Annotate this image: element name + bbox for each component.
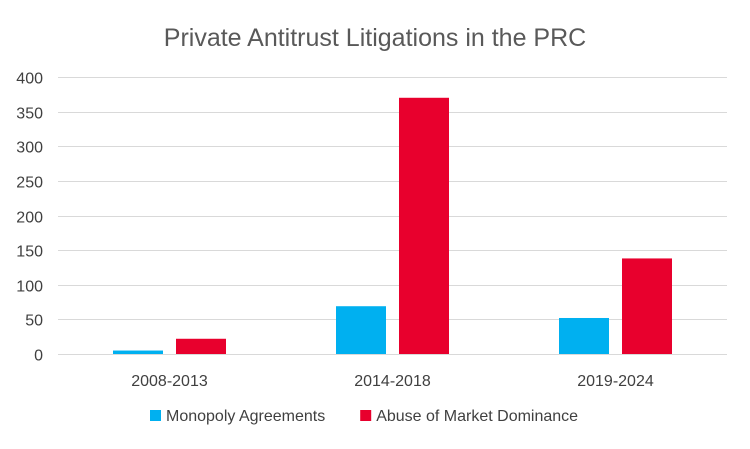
y-axis-ticks: 0 50 100 150 200 250 300 350 400 <box>16 71 43 365</box>
x-tick-label: 2019-2024 <box>577 373 654 390</box>
bar-abuse-of-market-dominance-2014-2018 <box>399 97 449 355</box>
y-tick-label: 50 <box>25 313 43 330</box>
bar-monopoly-agreements-2008-2013 <box>113 350 163 354</box>
bar-abuse-of-market-dominance-2019-2024 <box>622 258 672 354</box>
x-axis-ticks: 2008-2013 2014-2018 2019-2024 <box>131 373 654 390</box>
gridlines <box>58 77 727 355</box>
y-tick-label: 200 <box>16 210 43 227</box>
y-tick-label: 150 <box>16 244 43 261</box>
legend-swatch <box>360 410 372 421</box>
y-tick-label: 0 <box>34 348 43 365</box>
y-tick-label: 350 <box>16 106 43 123</box>
y-tick-label: 400 <box>16 71 43 88</box>
legend-swatch <box>150 410 161 421</box>
y-tick-label: 250 <box>16 175 43 192</box>
x-tick-label: 2008-2013 <box>131 373 208 390</box>
y-tick-label: 300 <box>16 140 43 157</box>
chart-title: Private Antitrust Litigations in the PRC <box>164 24 586 52</box>
bar-monopoly-agreements-2019-2024 <box>559 317 609 354</box>
legend-item: Monopoly Agreements <box>150 408 325 425</box>
x-tick-label: 2014-2018 <box>354 373 431 390</box>
legend-label: Monopoly Agreements <box>166 408 325 425</box>
legend-label: Abuse of Market Dominance <box>376 408 578 425</box>
legend: Monopoly Agreements Abuse of Market Domin… <box>150 408 578 425</box>
legend-item: Abuse of Market Dominance <box>360 408 578 425</box>
bar-monopoly-agreements-2014-2018 <box>336 306 386 354</box>
bars <box>113 97 672 355</box>
bar-abuse-of-market-dominance-2008-2013 <box>176 338 226 354</box>
y-tick-label: 100 <box>16 279 43 296</box>
